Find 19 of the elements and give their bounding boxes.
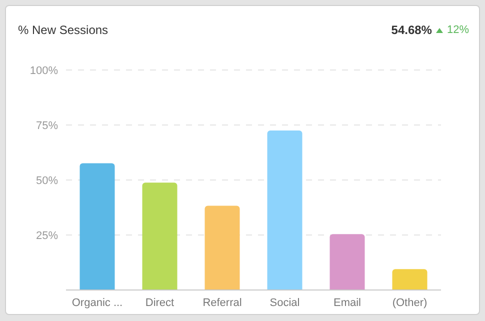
y-tick-label: 50% xyxy=(36,174,58,187)
x-tick-label: Social xyxy=(270,296,300,309)
y-tick-label: 100% xyxy=(30,64,58,77)
bar xyxy=(204,206,240,290)
y-tick-label: 25% xyxy=(36,230,58,242)
bar xyxy=(80,163,115,290)
x-tick-label: (Other) xyxy=(392,296,428,309)
x-tick-label: Email xyxy=(333,296,362,309)
bar xyxy=(392,269,428,290)
x-tick-label: Organic ... xyxy=(72,296,123,309)
chart-title: % New Sessions xyxy=(18,23,108,37)
bar xyxy=(267,130,302,290)
x-tick-label: Referral xyxy=(202,296,242,309)
x-tick-label: Direct xyxy=(145,296,174,309)
bar xyxy=(142,182,178,290)
y-tick-label: 75% xyxy=(36,120,58,132)
text: 12% xyxy=(446,24,469,36)
bar xyxy=(330,234,365,290)
text: 54.68% xyxy=(391,23,432,37)
